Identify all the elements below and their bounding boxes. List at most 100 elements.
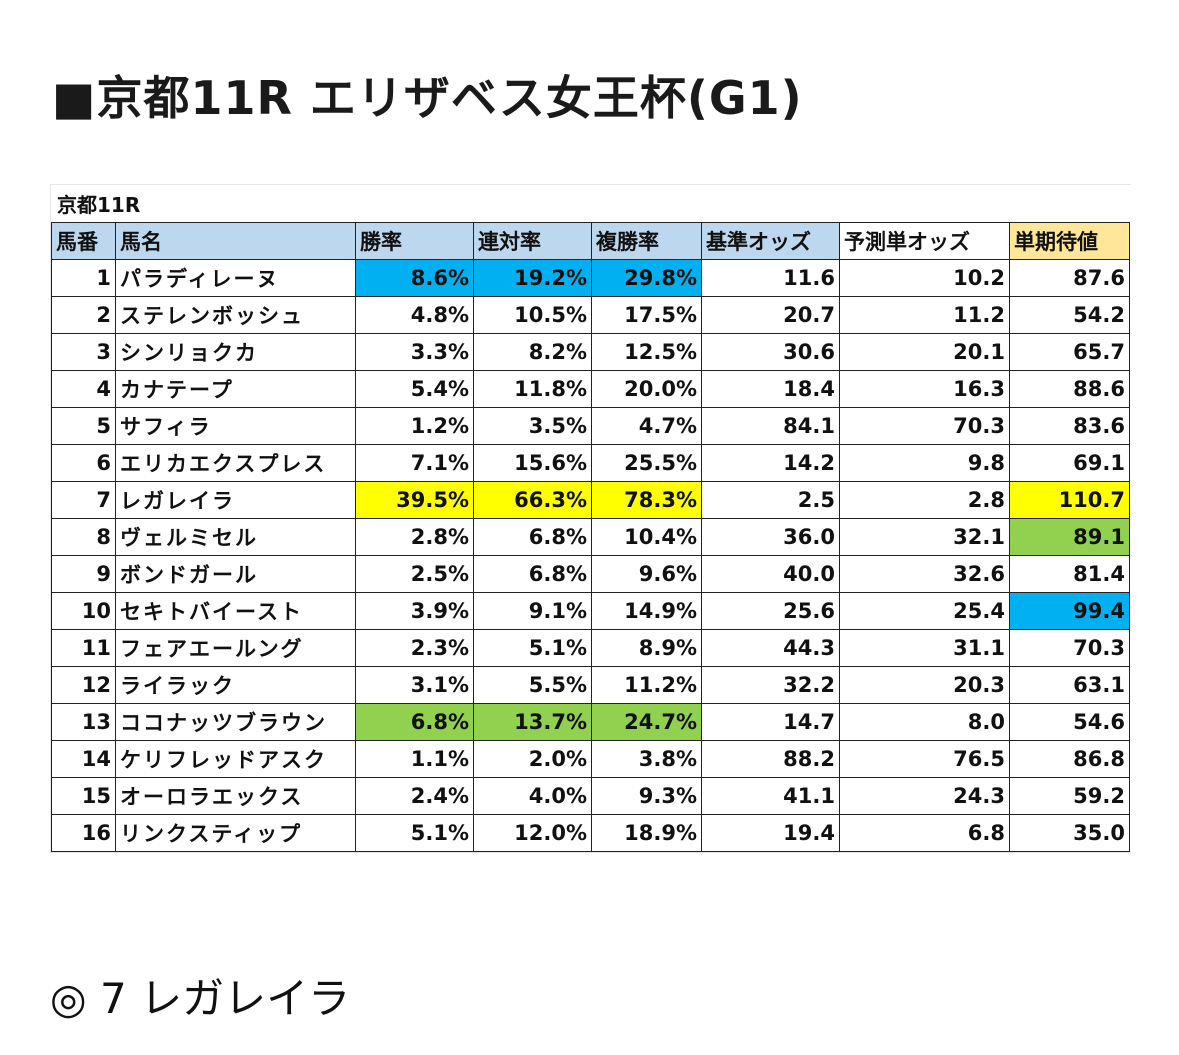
cell-horse-name: ライラック (115, 666, 356, 704)
cell-win-rate: 1.2% (355, 407, 474, 445)
cell-expected-value: 86.8 (1009, 740, 1130, 778)
cell-expected-value: 54.2 (1009, 296, 1130, 334)
cell-win-rate: 5.1% (355, 814, 474, 852)
cell-place-rate: 9.6% (591, 555, 702, 593)
cell-place-rate: 9.3% (591, 777, 702, 815)
cell-horse-number: 13 (51, 703, 116, 741)
cell-base-odds: 2.5 (701, 481, 840, 519)
header-win-rate: 勝率 (355, 222, 474, 260)
cell-quinella-rate: 4.0% (473, 777, 592, 815)
cell-expected-value: 54.6 (1009, 703, 1130, 741)
pick-text: ◎ 7 レガレイラ (50, 974, 351, 1023)
cell-quinella-rate: 6.8% (473, 555, 592, 593)
cell-horse-number: 8 (51, 518, 116, 556)
table-row: 12 ライラック 3.1% 5.5% 11.2% 32.2 20.3 63.1 (51, 666, 1130, 704)
cell-quinella-rate: 13.7% (473, 703, 592, 741)
cell-horse-name: ヴェルミセル (115, 518, 356, 556)
cell-expected-value: 70.3 (1009, 629, 1130, 667)
cell-quinella-rate: 15.6% (473, 444, 592, 482)
cell-base-odds: 41.1 (701, 777, 840, 815)
cell-expected-value: 81.4 (1009, 555, 1130, 593)
cell-place-rate: 78.3% (591, 481, 702, 519)
cell-predicted-odds: 9.8 (839, 444, 1010, 482)
table-row: 8 ヴェルミセル 2.8% 6.8% 10.4% 36.0 32.1 89.1 (51, 518, 1130, 556)
table-row: 15 オーロラエックス 2.4% 4.0% 9.3% 41.1 24.3 59.2 (51, 777, 1130, 815)
table-row: 14 ケリフレッドアスク 1.1% 2.0% 3.8% 88.2 76.5 86.8 (51, 740, 1130, 778)
cell-base-odds: 88.2 (701, 740, 840, 778)
cell-horse-number: 4 (51, 370, 116, 408)
cell-expected-value: 89.1 (1009, 518, 1130, 556)
cell-quinella-rate: 6.8% (473, 518, 592, 556)
cell-horse-number: 7 (51, 481, 116, 519)
cell-win-rate: 6.8% (355, 703, 474, 741)
cell-win-rate: 2.4% (355, 777, 474, 815)
cell-expected-value: 69.1 (1009, 444, 1130, 482)
table-row: 2 ステレンボッシュ 4.8% 10.5% 17.5% 20.7 11.2 54.2 (51, 296, 1130, 334)
cell-horse-name: セキトバイースト (115, 592, 356, 630)
cell-win-rate: 2.8% (355, 518, 474, 556)
cell-expected-value: 35.0 (1009, 814, 1130, 852)
cell-horse-number: 2 (51, 296, 116, 334)
cell-win-rate: 4.8% (355, 296, 474, 334)
header-row: 馬番 馬名 勝率 連対率 複勝率 基準オッズ 予測単オッズ 単期待値 (51, 222, 1130, 260)
cell-place-rate: 18.9% (591, 814, 702, 852)
cell-base-odds: 11.6 (701, 259, 840, 297)
cell-horse-number: 10 (51, 592, 116, 630)
cell-quinella-rate: 66.3% (473, 481, 592, 519)
header-expected-value: 単期待値 (1009, 222, 1130, 260)
cell-win-rate: 8.6% (355, 259, 474, 297)
header-place-rate: 複勝率 (591, 222, 702, 260)
cell-horse-name: エリカエクスプレス (115, 444, 356, 482)
header-base-odds: 基準オッズ (701, 222, 840, 260)
table-row: 11 フェアエールング 2.3% 5.1% 8.9% 44.3 31.1 70.3 (51, 629, 1130, 667)
cell-horse-number: 16 (51, 814, 116, 852)
cell-place-rate: 11.2% (591, 666, 702, 704)
cell-horse-name: ステレンボッシュ (115, 296, 356, 334)
cell-base-odds: 14.2 (701, 444, 840, 482)
cell-horse-name: パラディレーヌ (115, 259, 356, 297)
cell-horse-number: 12 (51, 666, 116, 704)
cell-place-rate: 8.9% (591, 629, 702, 667)
cell-expected-value: 87.6 (1009, 259, 1130, 297)
cell-expected-value: 99.4 (1009, 592, 1130, 630)
cell-horse-number: 11 (51, 629, 116, 667)
header-horse-name: 馬名 (115, 222, 356, 260)
cell-horse-name: サフィラ (115, 407, 356, 445)
cell-predicted-odds: 24.3 (839, 777, 1010, 815)
cell-horse-number: 1 (51, 259, 116, 297)
odds-table-image: 京都11R 馬番 馬名 勝率 連対率 複勝率 基準オッズ 予測単オッズ 単期待値 1 パラディレ… (50, 184, 1131, 853)
cell-place-rate: 10.4% (591, 518, 702, 556)
cell-horse-name: カナテープ (115, 370, 356, 408)
cell-quinella-rate: 5.5% (473, 666, 592, 704)
cell-base-odds: 25.6 (701, 592, 840, 630)
cell-horse-name: フェアエールング (115, 629, 356, 667)
cell-predicted-odds: 70.3 (839, 407, 1010, 445)
cell-horse-name: リンクスティップ (115, 814, 356, 852)
cell-place-rate: 25.5% (591, 444, 702, 482)
cell-expected-value: 65.7 (1009, 333, 1130, 371)
cell-place-rate: 4.7% (591, 407, 702, 445)
cell-horse-number: 3 (51, 333, 116, 371)
cell-horse-number: 6 (51, 444, 116, 482)
cell-win-rate: 5.4% (355, 370, 474, 408)
cell-horse-number: 9 (51, 555, 116, 593)
cell-quinella-rate: 12.0% (473, 814, 592, 852)
cell-predicted-odds: 25.4 (839, 592, 1010, 630)
odds-table: 馬番 馬名 勝率 連対率 複勝率 基準オッズ 予測単オッズ 単期待値 1 パラディレーヌ 8.6%… (51, 222, 1130, 852)
cell-horse-name: ケリフレッドアスク (115, 740, 356, 778)
table-caption: 京都11R (57, 193, 141, 217)
cell-win-rate: 3.3% (355, 333, 474, 371)
table-row: 5 サフィラ 1.2% 3.5% 4.7% 84.1 70.3 83.6 (51, 407, 1130, 445)
cell-horse-name: ボンドガール (115, 555, 356, 593)
cell-horse-number: 5 (51, 407, 116, 445)
cell-expected-value: 83.6 (1009, 407, 1130, 445)
cell-quinella-rate: 9.1% (473, 592, 592, 630)
cell-base-odds: 30.6 (701, 333, 840, 371)
cell-base-odds: 36.0 (701, 518, 840, 556)
cell-win-rate: 3.1% (355, 666, 474, 704)
cell-base-odds: 32.2 (701, 666, 840, 704)
cell-predicted-odds: 31.1 (839, 629, 1010, 667)
cell-win-rate: 39.5% (355, 481, 474, 519)
cell-predicted-odds: 8.0 (839, 703, 1010, 741)
cell-predicted-odds: 2.8 (839, 481, 1010, 519)
